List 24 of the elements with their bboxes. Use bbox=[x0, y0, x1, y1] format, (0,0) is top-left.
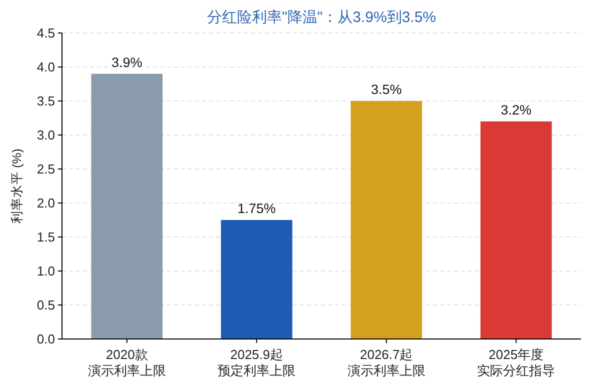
data-label: 3.5% bbox=[370, 82, 402, 97]
x-tick-label: 2020款演示利率上限 bbox=[88, 347, 166, 378]
chart-title: 分红险利率"降温"：从3.9%到3.5% bbox=[206, 9, 436, 26]
y-tick-label: 0.5 bbox=[36, 298, 55, 312]
x-tick-label: 2026.7起演示利率上限 bbox=[347, 347, 426, 378]
y-tick-label: 2.0 bbox=[36, 196, 55, 210]
y-tick-label: 3.0 bbox=[36, 128, 55, 142]
y-tick-label: 1.0 bbox=[36, 264, 55, 278]
bar bbox=[220, 220, 292, 339]
x-tick-label: 2025年度实际分红指导 bbox=[477, 347, 556, 378]
x-tick-label: 2025.9起预定利率上限 bbox=[218, 347, 296, 378]
data-label: 3.9% bbox=[111, 54, 142, 70]
bar bbox=[350, 101, 422, 339]
data-label: 1.75% bbox=[237, 201, 276, 216]
y-tick-label: 1.5 bbox=[36, 230, 55, 244]
y-tick-label: 2.5 bbox=[36, 162, 55, 176]
bar bbox=[480, 121, 552, 339]
y-axis-title: 利率水平 (%) bbox=[9, 148, 24, 224]
y-tick-label: 0.0 bbox=[36, 332, 55, 346]
y-tick-label: 4.0 bbox=[36, 60, 55, 74]
bar bbox=[91, 74, 163, 339]
data-label: 3.2% bbox=[500, 102, 532, 118]
y-tick-label: 3.5 bbox=[36, 94, 55, 108]
y-tick-label: 4.5 bbox=[36, 26, 55, 40]
